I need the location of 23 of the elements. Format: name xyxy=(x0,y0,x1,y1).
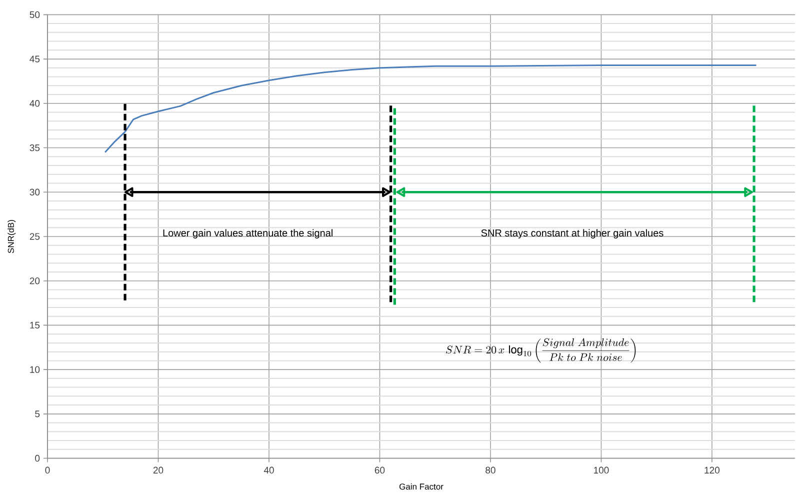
y-tick-label: 20 xyxy=(30,277,40,284)
y-tick-label: 30 xyxy=(30,188,40,196)
x-tick-label: 120 xyxy=(704,466,720,474)
x-axis-title: Gain Factor xyxy=(399,483,444,490)
x-tick-label: 80 xyxy=(486,466,496,474)
annotation: SNR stays constant at higher gain values xyxy=(481,229,664,238)
annotation: $SNR = 20\,x\,\log_{10}\left(\frac{Signal\ Amplitude}{Pk\ to\ Pk\ noise}\right)$ xyxy=(446,338,636,363)
y-tick-label: 50 xyxy=(30,11,40,18)
y-axis-title: SNR(dB) xyxy=(8,220,16,254)
y-tick-label: 0 xyxy=(35,454,40,462)
x-tick-label: 0 xyxy=(45,466,50,474)
y-tick-label: 10 xyxy=(30,366,40,373)
annotation: Lower gain values attenuate the signal xyxy=(163,229,332,238)
y-tick-label: 25 xyxy=(30,233,40,240)
x-tick-label: 40 xyxy=(264,466,274,474)
x-tick-label: 20 xyxy=(153,466,164,474)
x-tick-label: 100 xyxy=(594,466,609,474)
y-tick-label: 35 xyxy=(30,144,40,152)
y-tick-label: 45 xyxy=(30,56,40,62)
y-tick-label: 5 xyxy=(35,410,40,418)
y-tick-label: 15 xyxy=(30,322,40,329)
x-tick-label: 60 xyxy=(374,466,385,474)
y-tick-label: 40 xyxy=(30,100,40,107)
